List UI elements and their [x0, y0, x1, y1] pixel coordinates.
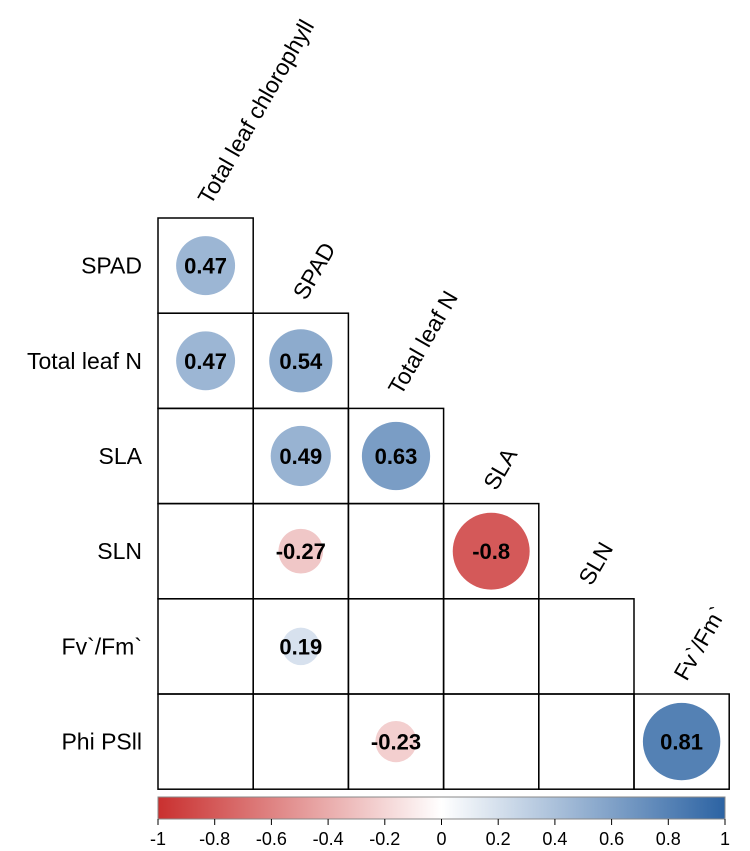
color-scale-tick-label: -0.2	[369, 829, 400, 849]
color-scale-tick-label: -0.8	[199, 829, 230, 849]
color-scale-tick-label: 0	[436, 829, 446, 849]
correlation-circle	[278, 528, 324, 574]
correlation-value-label: 0.47	[184, 254, 227, 279]
row-label: Total leaf N	[27, 348, 142, 374]
color-scale-tick-label: -0.4	[313, 829, 344, 849]
grid-cell	[633, 693, 730, 790]
grid-cell	[538, 693, 635, 790]
color-scale-ticks: -1 -0.8 -0.6 -0.4 -0.2 0 0.2 0.4 0.6 0.8 1	[150, 819, 730, 849]
color-scale-tick-label: 1	[720, 829, 730, 849]
row-label: SPAD	[81, 253, 142, 279]
color-scale-bar	[157, 796, 726, 820]
grid-cell	[252, 693, 350, 790]
correlation-value-label: -0.23	[371, 730, 421, 755]
correlation-value-label: 0.81	[660, 730, 703, 755]
grid-cell	[347, 598, 445, 695]
correlation-value-label: -0.8	[472, 539, 510, 564]
correlation-value-label: 0.49	[279, 444, 322, 469]
row-label: Phi PSll	[61, 729, 142, 755]
color-scale-legend: -1 -0.8 -0.6 -0.4 -0.2 0 0.2 0.4 0.6 0.8 1	[150, 796, 730, 849]
correlation-circle	[176, 331, 236, 391]
correlation-circle	[361, 421, 431, 491]
color-scale-tick-label: 0.4	[542, 829, 567, 849]
correlation-circle	[452, 512, 530, 590]
row-labels: SPAD Total leaf N SLA SLN Fv`/Fm` Phi PSll	[27, 253, 143, 755]
correlation-value-label: 0.19	[279, 634, 322, 659]
grid-cell	[157, 407, 254, 505]
correlation-grid: 0.47 0.47 0.54 0.49 0.63 -0.27 -0.8 0.19 -0.23 0.…	[157, 217, 730, 790]
color-scale-tick-label: -0.6	[256, 829, 287, 849]
correlation-value-label: 0.47	[184, 349, 227, 374]
grid-cell	[442, 598, 540, 695]
grid-cell	[157, 502, 254, 600]
column-label: Total leaf chlorophyll	[192, 15, 319, 208]
grid-cell	[538, 598, 635, 695]
row-label: SLN	[97, 538, 142, 564]
column-label: SPAD	[288, 238, 341, 304]
grid-cell	[442, 693, 540, 790]
grid-cell	[157, 693, 254, 790]
color-scale-tick-label: -1	[150, 829, 166, 849]
row-label: Fv`/Fm`	[62, 633, 142, 659]
correlation-circle	[270, 425, 331, 487]
correlation-value-label: -0.27	[276, 539, 326, 564]
column-label: Total leaf N	[383, 286, 463, 399]
column-label: Fv`/Fm`	[668, 602, 731, 685]
correlation-circle	[269, 329, 333, 393]
column-label: SLA	[478, 443, 523, 494]
correlation-value-label: 0.54	[279, 349, 323, 374]
correlation-circle	[375, 720, 417, 763]
color-scale-tick-label: 0.2	[486, 829, 511, 849]
color-scale-tick-label: 0.6	[599, 829, 624, 849]
correlation-value-label: 0.63	[375, 444, 418, 469]
color-scale-tick-label: 0.8	[656, 829, 681, 849]
correlation-circle	[176, 236, 236, 296]
grid-cell	[157, 598, 254, 695]
grid-cell	[347, 502, 445, 600]
correlation-circle	[642, 702, 721, 781]
column-label: SLN	[573, 538, 618, 590]
row-label: SLA	[99, 443, 143, 469]
correlation-circle	[282, 627, 320, 666]
